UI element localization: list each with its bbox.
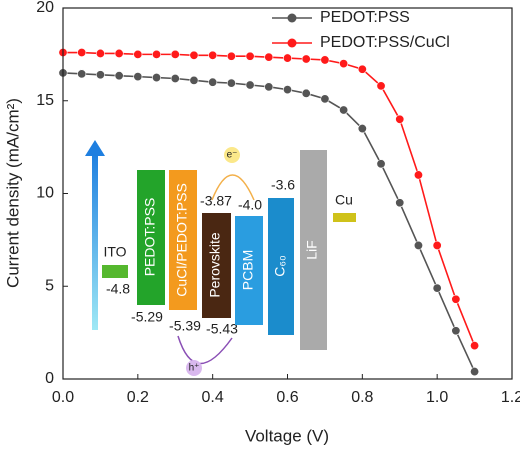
data-point xyxy=(245,51,255,61)
data-point xyxy=(226,51,236,61)
data-point xyxy=(226,78,236,88)
legend-label: PEDOT:PSS xyxy=(320,9,410,26)
layer-label: PCBM xyxy=(240,250,256,290)
plot xyxy=(58,48,480,377)
data-point xyxy=(170,49,180,59)
data-point xyxy=(470,367,480,377)
carrier-label: h⁺ xyxy=(189,363,200,374)
legend: PEDOT:PSS PEDOT:PSS/CuCl xyxy=(272,9,450,51)
data-point xyxy=(264,52,274,62)
y-tick-label: 20 xyxy=(36,0,54,16)
legend-marker xyxy=(287,38,297,48)
x-tick-label: 1.2 xyxy=(501,389,520,406)
level-label: -4.8 xyxy=(106,281,130,297)
layer-label: ITO xyxy=(103,244,126,260)
layer-box xyxy=(202,213,231,318)
data-point xyxy=(152,49,162,59)
layer-box xyxy=(268,198,294,335)
legend-marker xyxy=(287,13,297,23)
data-point xyxy=(95,48,105,58)
layer-box xyxy=(169,170,197,310)
layer-label: PEDOT:PSS xyxy=(142,198,158,277)
data-point xyxy=(95,70,105,80)
legend-label: PEDOT:PSS/CuCl xyxy=(320,34,450,51)
hole-badge xyxy=(186,360,202,376)
data-point xyxy=(376,81,386,91)
cu-level xyxy=(333,213,356,222)
data-point xyxy=(282,53,292,63)
energy-arrow xyxy=(92,152,98,330)
x-axis-title: Voltage (V) xyxy=(245,426,329,445)
x-tick-label: 0.8 xyxy=(351,389,373,406)
data-point xyxy=(208,77,218,87)
data-point xyxy=(451,326,461,336)
data-point xyxy=(451,294,461,304)
level-label: -5.43 xyxy=(206,321,238,337)
layer-box xyxy=(300,150,327,350)
y-tick-label: 5 xyxy=(45,277,54,294)
layer-label: Cu xyxy=(335,192,353,208)
x-tick-label: 0.4 xyxy=(202,389,224,406)
layer-label: CuCl/PEDOT:PSS xyxy=(174,183,190,297)
data-point xyxy=(170,73,180,83)
data-point xyxy=(264,82,274,92)
data-point xyxy=(357,124,367,134)
level-label: -3.87 xyxy=(200,193,232,209)
data-point xyxy=(152,73,162,83)
data-point xyxy=(413,240,423,250)
carrier-label: e⁻ xyxy=(227,150,238,161)
energy-arrow-head xyxy=(85,140,105,156)
y-tick-label: 10 xyxy=(36,185,54,202)
data-point xyxy=(320,94,330,104)
data-point xyxy=(133,72,143,82)
y-axis-title: Current density (mA/cm²) xyxy=(3,98,22,288)
data-point xyxy=(432,240,442,250)
data-point xyxy=(376,159,386,169)
data-point xyxy=(77,48,87,58)
electron-badge xyxy=(224,147,240,163)
data-point xyxy=(189,50,199,60)
data-point xyxy=(320,55,330,65)
x-tick-label: 1.0 xyxy=(426,389,448,406)
ito-level xyxy=(102,265,128,278)
hole-arc xyxy=(177,335,233,365)
data-point xyxy=(357,64,367,74)
x-tick-label: 0.6 xyxy=(276,389,298,406)
data-point xyxy=(339,105,349,115)
electron-arc xyxy=(211,174,255,201)
data-point xyxy=(133,49,143,59)
data-point xyxy=(395,114,405,124)
data-point xyxy=(301,88,311,98)
x-tick-label: 0.0 xyxy=(52,389,74,406)
x-tick-label: 0.2 xyxy=(127,389,149,406)
layer-box xyxy=(137,170,165,305)
level-label: -5.39 xyxy=(169,318,201,334)
level-label: -3.6 xyxy=(271,177,295,193)
layer-label: Perovskite xyxy=(207,232,223,298)
data-point xyxy=(77,69,87,79)
level-label: -5.29 xyxy=(131,309,163,325)
data-point xyxy=(413,170,423,180)
data-point xyxy=(395,198,405,208)
data-point xyxy=(339,59,349,69)
data-point xyxy=(301,54,311,64)
y-tick-label: 0 xyxy=(45,370,54,387)
data-point xyxy=(432,283,442,293)
y-tick-label: 15 xyxy=(36,92,54,109)
level-label: -4.0 xyxy=(238,197,262,213)
data-point xyxy=(470,341,480,351)
data-point xyxy=(189,75,199,85)
data-point xyxy=(245,80,255,90)
layer-label: LiF xyxy=(304,240,320,259)
inset: ITO -4.8 PEDOT:PSS -5.29 CuCl/PEDOT:PSS … xyxy=(85,140,356,376)
data-point xyxy=(114,71,124,81)
data-point xyxy=(282,85,292,95)
layer-box xyxy=(235,216,263,325)
data-point xyxy=(208,50,218,60)
data-point xyxy=(114,48,124,58)
layer-label: C₆₀ xyxy=(272,255,288,277)
